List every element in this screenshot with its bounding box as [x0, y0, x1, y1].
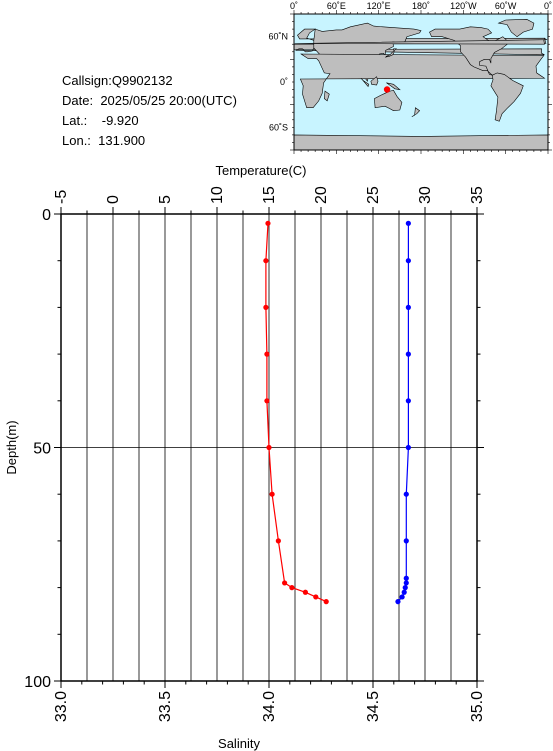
map-lon-label: 120˚W — [450, 1, 477, 11]
salinity-point — [395, 599, 401, 605]
lon-value: 131.900 — [98, 133, 146, 148]
bottom-tick-label: 33.5 — [157, 691, 174, 722]
station-info: Callsign:Q9902132 Date: 2025/05/25 20:00… — [62, 71, 237, 151]
temperature-point — [263, 258, 269, 264]
top-tick-label: 25 — [365, 186, 382, 204]
lon-label: Lon.: — [62, 133, 91, 148]
landmass-8 — [360, 77, 370, 88]
temperature-point — [263, 304, 269, 310]
temperature-point — [289, 585, 295, 591]
landmass-7 — [384, 48, 398, 58]
temperature-axis-title: Temperature(C) — [215, 163, 306, 178]
top-tick-label: 10 — [209, 186, 226, 204]
callsign-value: Q9902132 — [111, 73, 173, 88]
salinity-point — [405, 351, 411, 357]
temperature-point — [302, 589, 308, 595]
map-lon-label: 0˚ — [290, 1, 298, 11]
salinity-point — [405, 444, 411, 451]
landmass-11 — [294, 37, 548, 45]
top-tick-label: 30 — [417, 186, 434, 204]
temperature-point — [264, 351, 270, 357]
salinity-point — [403, 575, 409, 581]
callsign-label: Callsign: — [62, 73, 112, 88]
bottom-tick-label: 35.0 — [469, 691, 486, 722]
landmass-10 — [386, 82, 401, 91]
landmass-12 — [411, 107, 421, 118]
date-label: Date: — [62, 93, 94, 108]
temperature-point — [323, 599, 329, 605]
lat-row: Lat.: -9.920 — [62, 111, 237, 131]
salinity-point — [399, 594, 405, 600]
temperature-point — [275, 538, 281, 544]
date-value: 2025/05/25 20:00(UTC) — [100, 93, 237, 108]
salinity-point — [405, 304, 411, 310]
station-marker — [383, 86, 391, 93]
map-lat-label: 0˚ — [280, 77, 288, 87]
salinity-point — [405, 398, 411, 404]
date-row: Date: 2025/05/25 20:00(UTC) — [62, 91, 237, 111]
landmass-5 — [429, 26, 510, 76]
temperature-point — [269, 491, 275, 497]
map-lat-label: 60˚N — [268, 32, 288, 42]
callsign-row: Callsign:Q9902132 — [62, 71, 237, 91]
top-tick-label: 5 — [157, 195, 174, 204]
temperature-point — [265, 220, 271, 226]
bottom-tick-label: 34.5 — [365, 691, 382, 722]
salinity-point — [405, 220, 411, 226]
salinity-profile-line — [397, 223, 409, 602]
landmass-6 — [490, 72, 524, 122]
lon-row: Lon.: 131.900 — [62, 131, 237, 151]
map-lon-label: 60˚E — [327, 1, 346, 11]
salinity-point — [405, 258, 411, 264]
landmass-9 — [370, 76, 379, 86]
y-tick-label: 50 — [33, 441, 51, 458]
bottom-tick-label: 34.0 — [261, 691, 278, 722]
lat-value: -9.920 — [101, 113, 139, 128]
y-tick-label: 100 — [24, 674, 51, 691]
temperature-profile-line — [265, 223, 327, 603]
temperature-point — [266, 444, 272, 451]
landmass-3 — [374, 89, 403, 112]
map-lon-label: 0˚ — [544, 1, 552, 11]
temperature-point — [313, 594, 319, 600]
temperature-point — [282, 580, 288, 586]
salinity-point — [401, 589, 407, 595]
top-tick-label: 35 — [469, 186, 486, 204]
top-tick-label: 15 — [261, 186, 278, 204]
temperature-point — [264, 398, 270, 404]
bottom-tick-label: 33.0 — [53, 691, 70, 722]
map-lon-label: 180˚ — [412, 1, 430, 11]
salinity-point — [402, 585, 408, 591]
map-lon-label: 120˚E — [367, 1, 391, 11]
top-tick-label: -5 — [53, 190, 70, 204]
top-tick-label: 0 — [105, 195, 122, 204]
map-lon-label: 60˚W — [495, 1, 517, 11]
map-lat-label: 60˚S — [269, 122, 288, 132]
lat-label: Lat.: — [62, 113, 88, 128]
landmass-13 — [323, 90, 330, 102]
salinity-point — [403, 580, 409, 586]
salinity-axis-title: Salinity — [218, 736, 260, 751]
salinity-point — [403, 491, 409, 497]
landmass-4 — [497, 18, 535, 38]
y-tick-label: 0 — [42, 207, 51, 224]
top-tick-label: 20 — [313, 186, 330, 204]
salinity-point — [403, 538, 409, 544]
depth-axis-title: Depth(m) — [4, 420, 19, 474]
